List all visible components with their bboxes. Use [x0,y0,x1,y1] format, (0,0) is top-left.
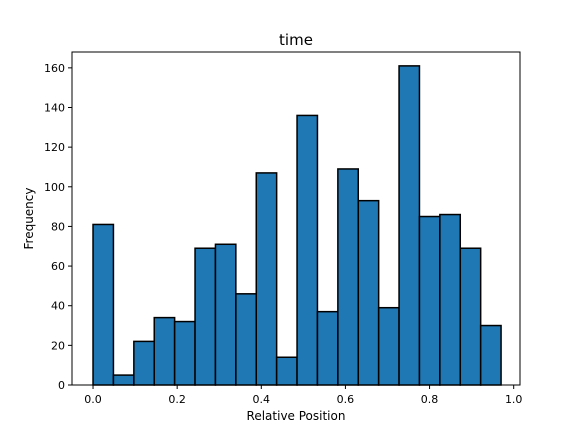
histogram-bar [92,223,115,386]
histogram-bar [255,172,278,386]
y-tick-label: 120 [44,141,65,154]
histogram-bar [214,243,237,386]
histogram-bar [357,199,380,386]
x-tick-label: 0.0 [84,393,102,406]
histogram-bar [337,168,360,386]
bars-layer [92,65,502,386]
y-tick-label: 160 [44,62,65,75]
x-tick-label: 0.2 [168,393,186,406]
histogram-bar [418,215,441,386]
y-tick-label: 60 [51,260,65,273]
y-tick-label: 100 [44,181,65,194]
histogram-bar [479,324,502,386]
y-tick-label: 80 [51,220,65,233]
plot-frame [71,51,521,386]
y-tick-label: 40 [51,300,65,313]
histogram-bar [235,293,258,386]
histogram-bar [439,213,462,386]
y-tick-label: 0 [58,379,65,392]
histogram-bar [153,316,176,386]
y-axis-label: Frequency [22,188,36,250]
x-tick-label: 0.4 [253,393,271,406]
histogram-bar [173,320,196,386]
x-tick-label: 0.8 [421,393,439,406]
histogram-bar [316,310,339,386]
histogram-bar [112,374,135,386]
y-ticks: 0 20 40 60 80 100 120 140 160 [44,62,72,392]
histogram-bar [194,247,217,386]
histogram-bar [133,340,155,386]
histogram-bar [275,356,298,386]
x-axis-label: Relative Position [247,409,346,423]
histogram-bar [459,247,482,386]
x-ticks: 0.0 0.2 0.4 0.6 0.8 1.0 [84,385,522,406]
histogram-bar [377,306,400,386]
y-tick-label: 20 [51,339,65,352]
histogram-bar [296,114,319,386]
y-tick-label: 140 [44,102,65,115]
x-tick-label: 0.6 [337,393,355,406]
chart-title: time [279,31,313,49]
histogram-bar [398,65,421,386]
x-tick-label: 1.0 [505,393,523,406]
